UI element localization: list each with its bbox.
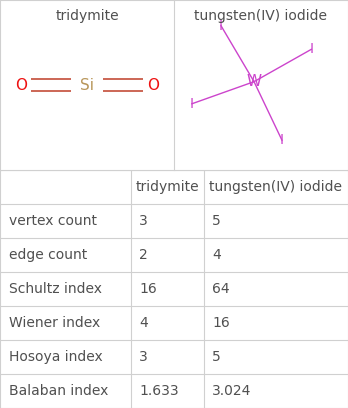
Text: Schultz index: Schultz index [9, 282, 102, 296]
Text: 3: 3 [139, 214, 148, 228]
Text: 64: 64 [212, 282, 230, 296]
Text: I: I [190, 97, 194, 111]
Text: 16: 16 [212, 316, 230, 330]
Text: I: I [219, 19, 223, 33]
Text: I: I [309, 42, 313, 56]
Text: tungsten(IV) iodide: tungsten(IV) iodide [209, 180, 342, 194]
Text: 4: 4 [139, 316, 148, 330]
Text: O: O [147, 78, 159, 93]
Text: Balaban index: Balaban index [9, 384, 108, 398]
Text: 1.633: 1.633 [139, 384, 179, 398]
Text: Wiener index: Wiener index [9, 316, 100, 330]
Text: 2: 2 [139, 248, 148, 262]
Text: 3.024: 3.024 [212, 384, 252, 398]
Text: Si: Si [80, 78, 94, 93]
Text: tridymite: tridymite [135, 180, 199, 194]
Text: tridymite: tridymite [55, 9, 119, 22]
Text: 16: 16 [139, 282, 157, 296]
Text: I: I [280, 133, 284, 147]
Text: 5: 5 [212, 214, 221, 228]
Text: tungsten(IV) iodide: tungsten(IV) iodide [195, 9, 327, 22]
Text: Hosoya index: Hosoya index [9, 350, 102, 364]
Text: 3: 3 [139, 350, 148, 364]
Text: vertex count: vertex count [9, 214, 97, 228]
Text: 4: 4 [212, 248, 221, 262]
Text: 5: 5 [212, 350, 221, 364]
Text: O: O [15, 78, 27, 93]
Text: edge count: edge count [9, 248, 87, 262]
Text: W: W [246, 74, 262, 89]
